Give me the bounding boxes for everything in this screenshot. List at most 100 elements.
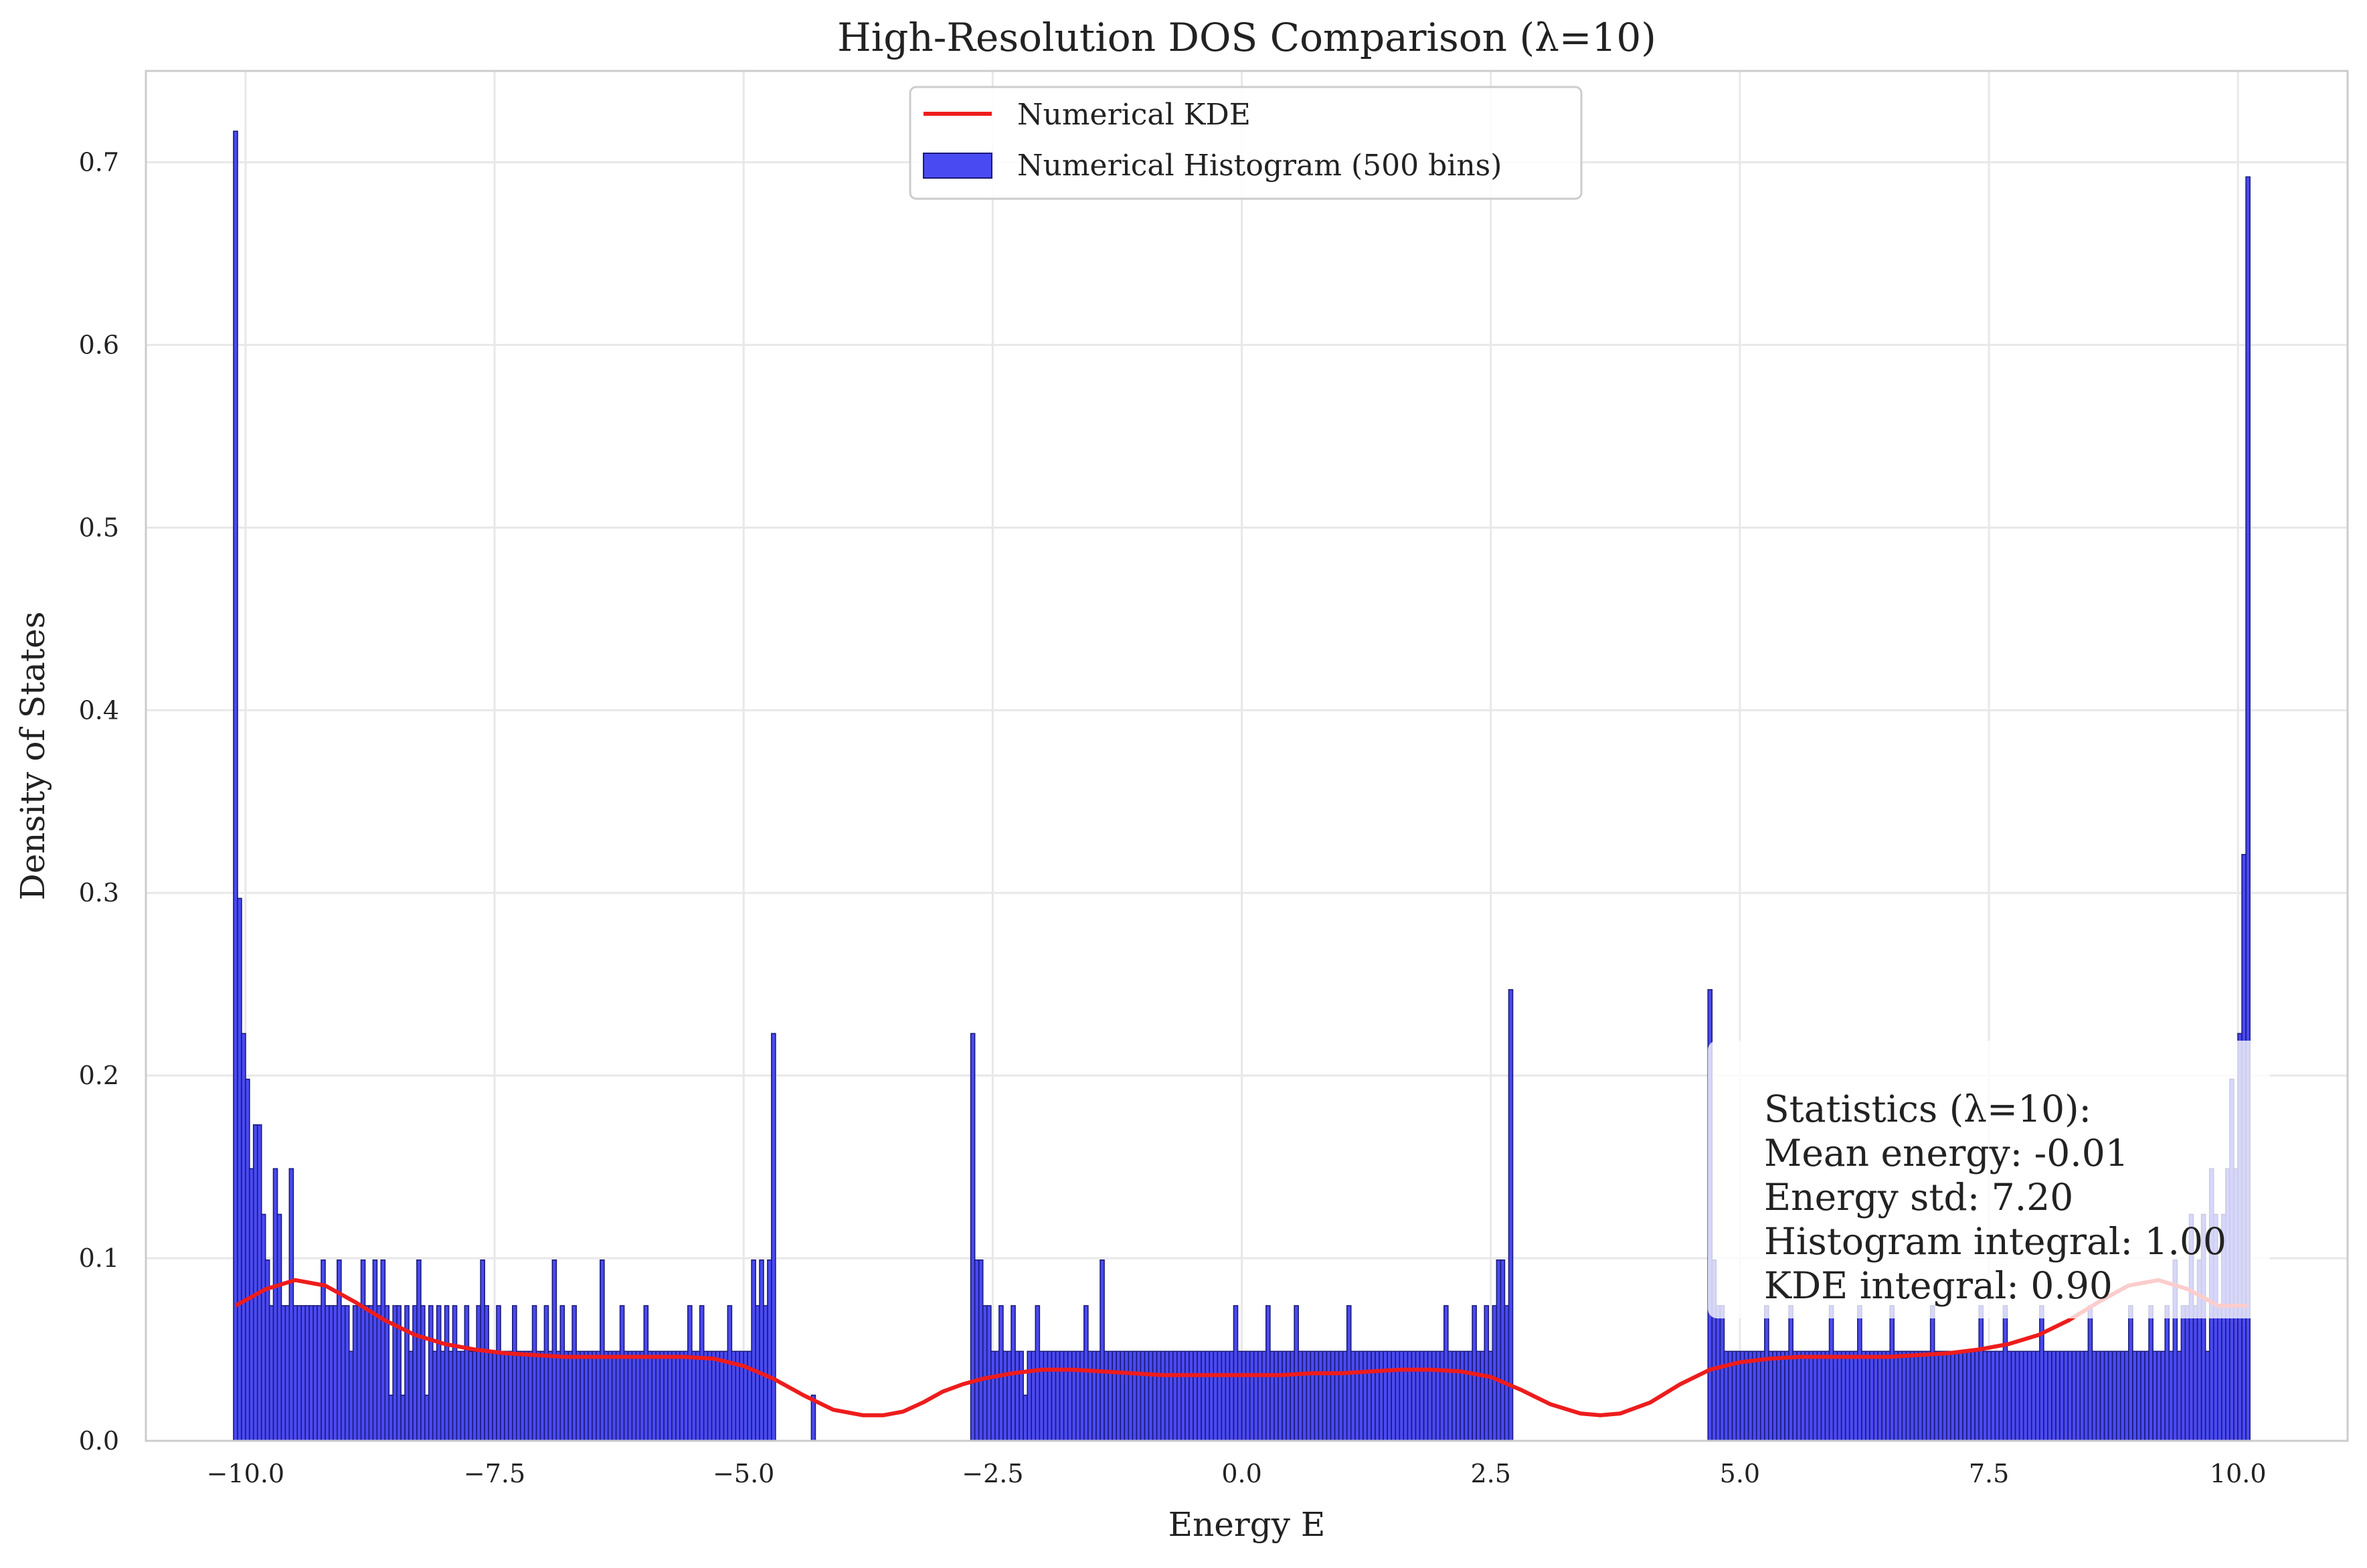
histogram-bar bbox=[1415, 1351, 1421, 1442]
histogram-bar bbox=[1071, 1351, 1077, 1442]
histogram-bar bbox=[300, 1305, 306, 1442]
histogram-bar bbox=[333, 1305, 338, 1442]
histogram-bar bbox=[1358, 1351, 1364, 1442]
histogram-bar bbox=[576, 1351, 581, 1442]
histogram-bar bbox=[2087, 1305, 2093, 1442]
histogram-bar bbox=[284, 1305, 290, 1442]
histogram-bar bbox=[2063, 1351, 2069, 1442]
histogram-bar bbox=[364, 1305, 370, 1442]
histogram-bar bbox=[659, 1351, 665, 1442]
histogram-bar bbox=[1776, 1351, 1781, 1442]
histogram-bar bbox=[1185, 1351, 1190, 1442]
histogram-bar bbox=[596, 1351, 601, 1442]
histogram-bar bbox=[2140, 1351, 2145, 1442]
histogram-bar bbox=[237, 897, 242, 1442]
histogram-bar bbox=[1468, 1351, 1473, 1442]
histogram-bar bbox=[1958, 1351, 1963, 1442]
histogram-bar bbox=[727, 1305, 733, 1442]
histogram-bar bbox=[460, 1351, 466, 1442]
histogram-bar bbox=[256, 1124, 262, 1442]
histogram-bar bbox=[1083, 1305, 1089, 1442]
histogram-bar bbox=[1764, 1305, 1769, 1442]
histogram-bar bbox=[655, 1351, 661, 1442]
histogram-bar bbox=[1464, 1351, 1469, 1442]
histogram-bar bbox=[1869, 1351, 1874, 1442]
histogram-bar bbox=[547, 1351, 553, 1442]
histogram-bar bbox=[1889, 1305, 1895, 1442]
histogram-bar bbox=[2051, 1351, 2056, 1442]
histogram-bar bbox=[360, 1259, 366, 1442]
histogram-bar bbox=[1480, 1351, 1485, 1442]
statistics-line: Histogram integral: 1.00 bbox=[1764, 1220, 2226, 1263]
histogram-bar bbox=[635, 1351, 641, 1442]
x-tick-label: 7.5 bbox=[1969, 1459, 2009, 1488]
histogram-bar bbox=[1873, 1351, 1878, 1442]
histogram-bar bbox=[584, 1351, 589, 1442]
histogram-bar bbox=[2132, 1351, 2137, 1442]
histogram-bar bbox=[588, 1351, 593, 1442]
histogram-bar bbox=[1448, 1351, 1453, 1442]
histogram-bar bbox=[1144, 1351, 1150, 1442]
histogram-bar bbox=[667, 1351, 673, 1442]
histogram-bar bbox=[1917, 1351, 1923, 1442]
histogram-bar bbox=[767, 1259, 772, 1442]
x-tick-label: 5.0 bbox=[1720, 1459, 1760, 1488]
histogram-bar bbox=[1962, 1351, 1967, 1442]
y-tick-label: 0.5 bbox=[79, 513, 119, 542]
histogram-bar bbox=[1047, 1351, 1053, 1442]
histogram-bar bbox=[663, 1351, 669, 1442]
histogram-bar bbox=[280, 1305, 286, 1442]
histogram-bar bbox=[1176, 1351, 1182, 1442]
histogram-bar bbox=[1857, 1305, 1862, 1442]
histogram-bar bbox=[1249, 1351, 1255, 1442]
histogram-bar bbox=[2010, 1351, 2016, 1442]
histogram-bar bbox=[2099, 1351, 2105, 1442]
histogram-bar bbox=[1954, 1351, 1959, 1442]
histogram-bar bbox=[990, 1351, 996, 1442]
histogram-bar bbox=[1893, 1351, 1899, 1442]
histogram-bar bbox=[1095, 1351, 1101, 1442]
histogram-bar bbox=[504, 1351, 509, 1442]
histogram-bar bbox=[468, 1351, 474, 1442]
histogram-bar bbox=[1966, 1351, 1971, 1442]
histogram-bar bbox=[1998, 1351, 2004, 1442]
histogram-bar bbox=[607, 1351, 613, 1442]
x-tick-label: 2.5 bbox=[1471, 1459, 1511, 1488]
histogram-bar bbox=[317, 1305, 322, 1442]
x-tick-label: −5.0 bbox=[713, 1459, 774, 1488]
histogram-bar bbox=[296, 1305, 302, 1442]
histogram-bar bbox=[288, 1168, 294, 1442]
histogram-bar bbox=[1002, 1351, 1008, 1442]
histogram-bar bbox=[1739, 1351, 1745, 1442]
histogram-bar bbox=[527, 1351, 533, 1442]
histogram-bar bbox=[1925, 1351, 1931, 1442]
histogram-bar bbox=[1772, 1351, 1777, 1442]
histogram-bar bbox=[1715, 1305, 1721, 1442]
histogram-bar bbox=[1201, 1351, 1206, 1442]
histogram-bar bbox=[272, 1168, 278, 1442]
legend-kde-label: Numerical KDE bbox=[1017, 98, 1251, 132]
histogram-bar bbox=[1407, 1351, 1413, 1442]
statistics-line: Mean energy: -0.01 bbox=[1764, 1132, 2129, 1174]
histogram-bar bbox=[675, 1351, 681, 1442]
histogram-bar bbox=[1342, 1351, 1348, 1442]
histogram-bar bbox=[703, 1351, 709, 1442]
histogram-bar bbox=[1229, 1351, 1235, 1442]
histogram-bar bbox=[2022, 1351, 2028, 1442]
histogram-bar bbox=[1189, 1351, 1194, 1442]
histogram-bar bbox=[404, 1305, 410, 1442]
histogram-bar bbox=[715, 1351, 721, 1442]
histogram-bar bbox=[356, 1305, 362, 1442]
histogram-bar bbox=[1419, 1351, 1425, 1442]
chart-title: High-Resolution DOS Comparison (λ=10) bbox=[837, 15, 1656, 60]
histogram-bar bbox=[268, 1305, 274, 1442]
histogram-bar bbox=[1043, 1351, 1049, 1442]
histogram-bar bbox=[531, 1305, 537, 1442]
histogram-bar bbox=[1120, 1351, 1126, 1442]
histogram-bar bbox=[2176, 1351, 2182, 1442]
histogram-bar bbox=[2180, 1305, 2186, 1442]
histogram-bar bbox=[1937, 1351, 1943, 1442]
histogram-bar bbox=[1796, 1351, 1802, 1442]
histogram-bar bbox=[1751, 1351, 1757, 1442]
histogram-bar bbox=[2026, 1351, 2032, 1442]
